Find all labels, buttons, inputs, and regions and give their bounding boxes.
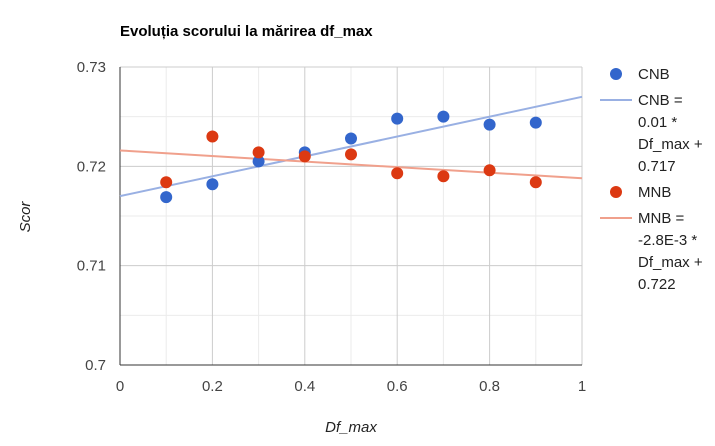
point-mnb: [345, 148, 357, 161]
trendline-mnb: [119, 149, 583, 180]
point-mnb: [529, 176, 542, 189]
legend-trend-label-mnb: Df_max +: [638, 254, 703, 271]
point-mnb: [252, 146, 265, 159]
point-cnb: [160, 191, 173, 204]
x-tick-label: 0.2: [202, 378, 223, 395]
trendline-cnb: [119, 95, 583, 198]
legend-trend-label-mnb: -2.8E-3 *: [638, 232, 697, 249]
data-points: [160, 110, 542, 204]
trendlines: [119, 95, 583, 198]
point-cnb: [345, 132, 357, 145]
x-tick-label: 1: [578, 378, 586, 395]
point-cnb: [206, 178, 219, 191]
point-cnb: [437, 110, 450, 123]
point-cnb: [483, 118, 496, 131]
tick-labels: 0 0.2 0.4 0.6 0.8 1 0.73 0.72 0.71 0.7: [77, 59, 586, 395]
y-tick-label: 0.72: [77, 158, 106, 175]
legend-marker-mnb: [610, 186, 622, 198]
x-tick-label: 0.6: [387, 378, 408, 395]
point-cnb: [529, 116, 542, 129]
y-tick-label: 0.73: [77, 59, 106, 76]
legend-trend-label-cnb: 0.01 *: [638, 114, 677, 131]
y-axis-title: Scor: [17, 201, 34, 233]
legend-trend-label-cnb: CNB =: [638, 92, 683, 109]
legend-trend-label-cnb: Df_max +: [638, 136, 703, 153]
legend-label-mnb: MNB: [638, 184, 671, 201]
legend-trend-label-mnb: MNB =: [638, 210, 685, 227]
point-cnb: [252, 155, 265, 168]
point-mnb: [483, 164, 496, 177]
legend-label-cnb: CNB: [638, 66, 670, 83]
chart-title: Evoluția scorului la mărirea df_max: [120, 23, 373, 40]
legend-trend-label-mnb: 0.722: [638, 276, 676, 293]
point-mnb: [298, 150, 311, 163]
x-tick-label: 0.8: [479, 378, 500, 395]
point-mnb: [391, 167, 404, 180]
legend-marker-cnb: [610, 68, 622, 80]
x-tick-label: 0: [116, 378, 124, 395]
point-mnb: [206, 130, 219, 143]
y-tick-label: 0.71: [77, 258, 106, 275]
x-tick-label: 0.4: [294, 378, 315, 395]
point-mnb: [160, 176, 173, 189]
point-mnb: [437, 170, 450, 183]
legend-trend-label-cnb: 0.717: [638, 158, 676, 175]
x-axis-title: Df_max: [325, 419, 377, 436]
point-cnb: [391, 112, 404, 125]
legend: CNB CNB = 0.01 * Df_max + 0.717 MNB MNB = -2.8E…: [600, 66, 703, 293]
y-tick-label: 0.7: [85, 357, 106, 374]
